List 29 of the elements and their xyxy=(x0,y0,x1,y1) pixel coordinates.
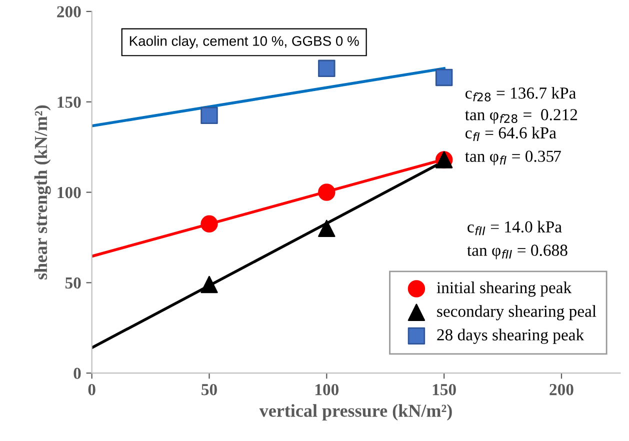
annotation: c$_{f28}$ = 136.7 kPa xyxy=(465,86,576,102)
point xyxy=(200,106,218,124)
legend-label: 28 days shearing peak xyxy=(437,328,584,344)
annotation: c$_{fII}$ = 14.0 kPa xyxy=(468,220,562,236)
point xyxy=(435,68,453,86)
y-tick-label: 0 xyxy=(74,368,81,380)
x-tick-label: 200 xyxy=(550,384,574,396)
x-tick-label: 50 xyxy=(202,384,217,396)
annotation: tan φ$_{f28}$ = 0.212 xyxy=(465,109,578,124)
x-tick-label: 0 xyxy=(88,384,96,396)
y-tick-label: 150 xyxy=(58,96,81,108)
point xyxy=(318,220,336,238)
annotation: tan φ$_{fII}$ = 0.688 xyxy=(467,244,568,260)
x-tick-label: 150 xyxy=(432,384,456,396)
point xyxy=(318,184,336,201)
y-tick-label: 100 xyxy=(58,186,81,198)
annotation: Kaolin clay, cement 10 %, GGBS 0 % xyxy=(130,36,359,49)
point xyxy=(200,276,218,294)
x-axis-title: vertical pressure (kN/m²) xyxy=(259,404,452,421)
y-axis-title: shear strength (kN/m²) xyxy=(34,105,51,280)
y-tick-label: 50 xyxy=(65,277,81,289)
x-tick-label: 100 xyxy=(315,384,339,396)
legend-label: initial shearing peak xyxy=(436,282,572,297)
annotation: c$_{fI}$ = 64.6 kPa xyxy=(465,126,556,142)
point xyxy=(200,215,218,233)
legend-label: secondary shearing peal xyxy=(437,305,596,320)
point xyxy=(318,60,336,78)
annotation: tan φ$_{fI}$ = 0.357 xyxy=(465,150,561,166)
y-tick-label: 200 xyxy=(57,6,81,18)
